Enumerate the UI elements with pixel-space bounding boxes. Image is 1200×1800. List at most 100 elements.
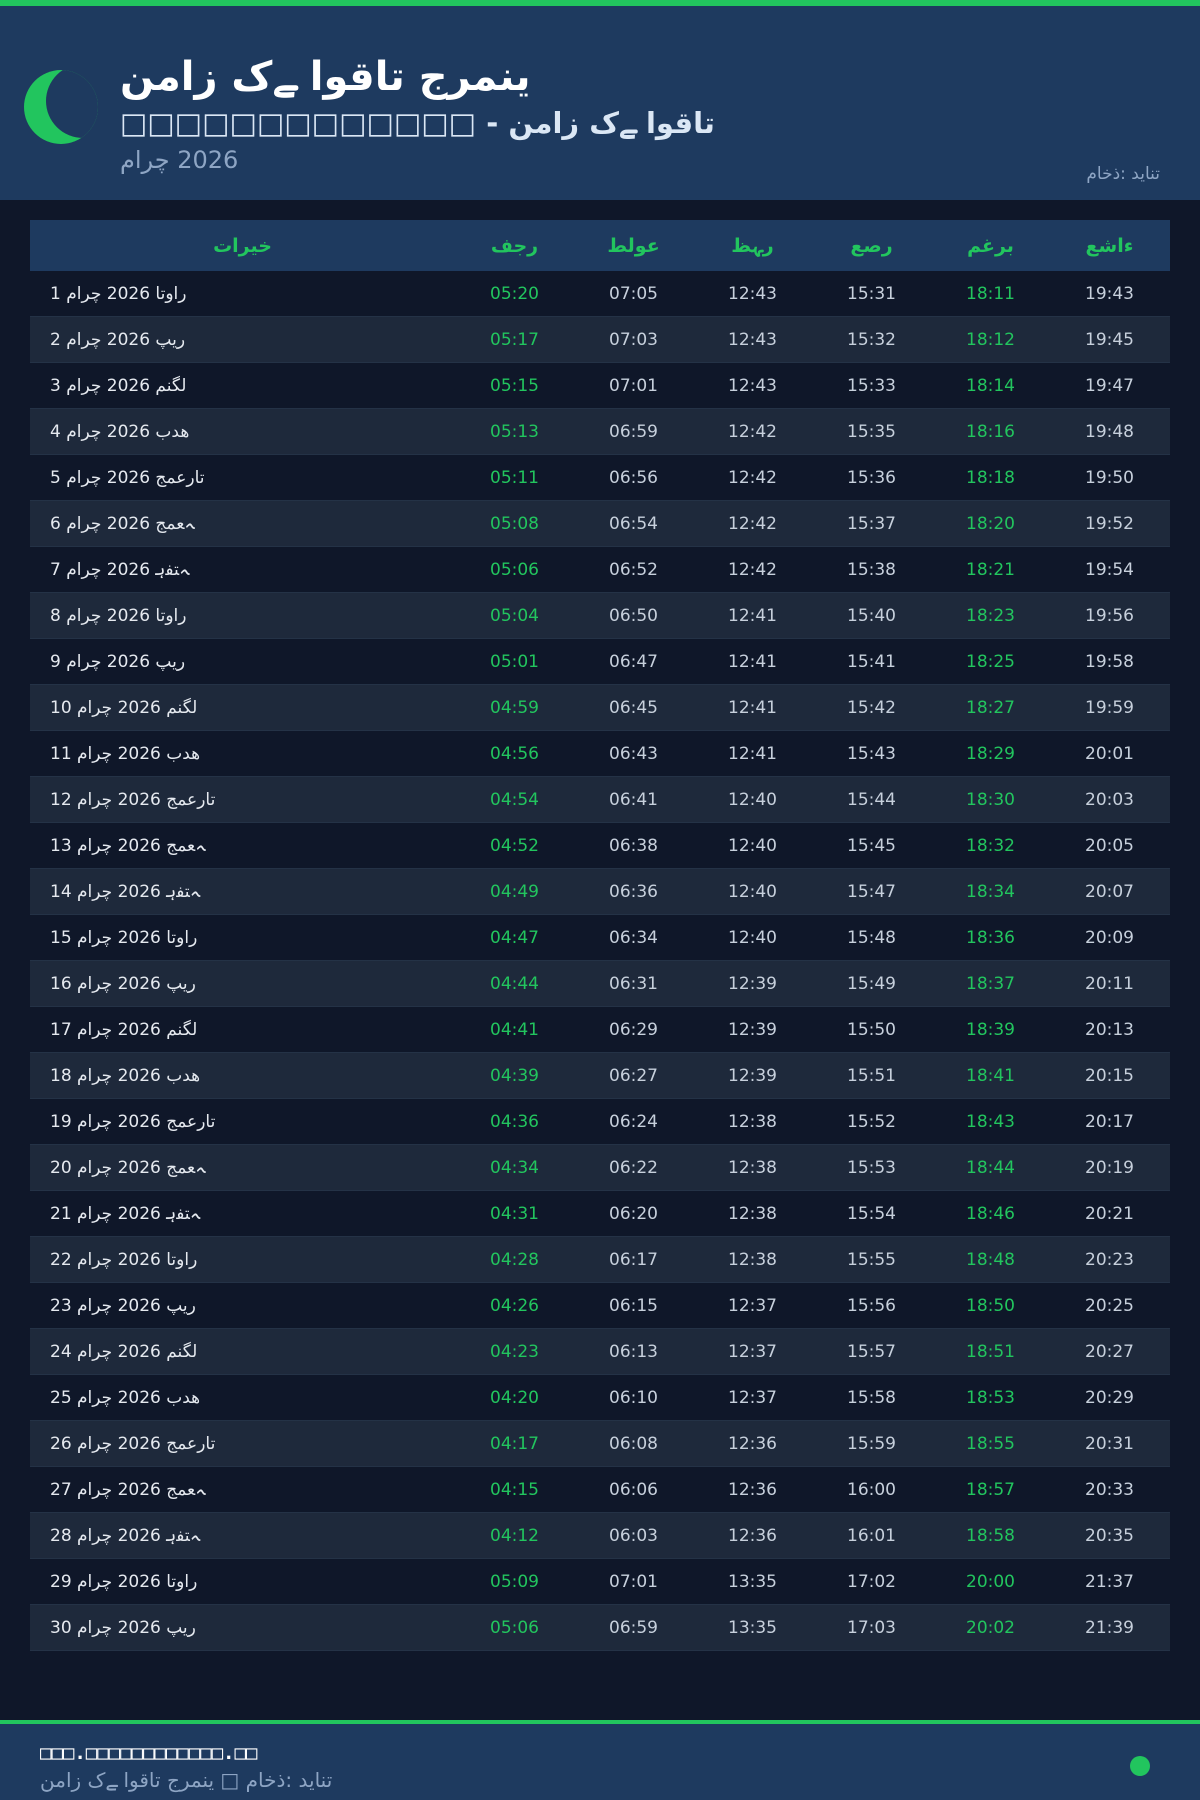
cell-sunrise: 06:50 — [609, 605, 658, 626]
cell-dhuhr: 12:39 — [728, 1019, 777, 1040]
cell-date: 30 مارچ 2026 پیر — [50, 1617, 196, 1638]
cell-maghrib: 18:58 — [966, 1525, 1015, 1546]
cell-fajr: 04:15 — [490, 1479, 539, 1500]
cell-maghrib: 18:27 — [966, 697, 1015, 718]
cell-fajr: 04:26 — [490, 1295, 539, 1316]
cell-isha: 20:01 — [1085, 743, 1134, 764]
cell-maghrib: 18:46 — [966, 1203, 1015, 1224]
cell-isha: 20:31 — [1085, 1433, 1134, 1454]
cell-maghrib: 18:23 — [966, 605, 1015, 626]
cell-asr: 15:41 — [847, 651, 896, 672]
table-row: 14 مارچ 2026 ہفتہ 04:49 06:36 12:40 15:47 18:… — [30, 869, 1170, 915]
cell-sunrise: 06:29 — [609, 1019, 658, 1040]
cell-asr: 15:56 — [847, 1295, 896, 1316]
cell-isha: 21:37 — [1085, 1571, 1134, 1592]
cell-sunrise: 07:05 — [609, 283, 658, 304]
cell-sunrise: 06:13 — [609, 1341, 658, 1362]
footer-website: □□□.□□□□□□□□□□□□.□□ — [40, 1742, 258, 1764]
cell-sunrise: 06:06 — [609, 1479, 658, 1500]
cell-dhuhr: 12:40 — [728, 927, 777, 948]
column-header-asr: عصر — [850, 234, 893, 257]
cell-date: 25 مارچ 2026 بدھ — [50, 1387, 201, 1408]
cell-isha: 20:29 — [1085, 1387, 1134, 1408]
cell-sunrise: 06:10 — [609, 1387, 658, 1408]
cell-dhuhr: 12:38 — [728, 1249, 777, 1270]
cell-maghrib: 18:29 — [966, 743, 1015, 764]
cell-dhuhr: 13:35 — [728, 1617, 777, 1638]
cell-maghrib: 18:51 — [966, 1341, 1015, 1362]
cell-asr: 15:55 — [847, 1249, 896, 1270]
table-row: 2 مارچ 2026 پیر 05:17 07:03 12:43 15:32 18:12… — [30, 317, 1170, 363]
table-row: 3 مارچ 2026 منگل 05:15 07:01 12:43 15:33 18:1… — [30, 363, 1170, 409]
cell-fajr: 04:34 — [490, 1157, 539, 1178]
table-row: 16 مارچ 2026 پیر 04:44 06:31 12:39 15:49 18:3… — [30, 961, 1170, 1007]
column-header-isha: عشاء — [1085, 234, 1134, 257]
cell-fajr: 05:13 — [490, 421, 539, 442]
cell-asr: 15:31 — [847, 283, 896, 304]
cell-date: 24 مارچ 2026 منگل — [50, 1341, 198, 1362]
cell-fajr: 04:49 — [490, 881, 539, 902]
cell-dhuhr: 12:39 — [728, 973, 777, 994]
cell-sunrise: 06:36 — [609, 881, 658, 902]
cell-maghrib: 18:36 — [966, 927, 1015, 948]
cell-dhuhr: 12:43 — [728, 329, 777, 350]
cell-sunrise: 06:34 — [609, 927, 658, 948]
cell-asr: 17:03 — [847, 1617, 896, 1638]
cell-date: 1 مارچ 2026 اتوار — [50, 283, 187, 304]
cell-dhuhr: 12:41 — [728, 605, 777, 626]
cell-maghrib: 18:25 — [966, 651, 1015, 672]
cell-fajr: 04:12 — [490, 1525, 539, 1546]
cell-asr: 15:44 — [847, 789, 896, 810]
cell-asr: 15:57 — [847, 1341, 896, 1362]
column-header-fajr: فجر — [490, 234, 539, 257]
cell-dhuhr: 12:39 — [728, 1065, 777, 1086]
cell-dhuhr: 12:41 — [728, 651, 777, 672]
cell-sunrise: 06:24 — [609, 1111, 658, 1132]
cell-sunrise: 06:17 — [609, 1249, 658, 1270]
source-label: ماخذ: دیانت — [1086, 164, 1160, 184]
cell-isha: 20:25 — [1085, 1295, 1134, 1316]
cell-asr: 15:40 — [847, 605, 896, 626]
cell-maghrib: 18:53 — [966, 1387, 1015, 1408]
cell-fajr: 05:09 — [490, 1571, 539, 1592]
cell-sunrise: 06:41 — [609, 789, 658, 810]
cell-sunrise: 06:03 — [609, 1525, 658, 1546]
cell-fajr: 05:04 — [490, 605, 539, 626]
cell-dhuhr: 12:41 — [728, 697, 777, 718]
cell-asr: 15:48 — [847, 927, 896, 948]
cell-sunrise: 06:59 — [609, 1617, 658, 1638]
table-row: 6 مارچ 2026 جمعہ 05:08 06:54 12:42 15:37 18:2… — [30, 501, 1170, 547]
table-body: 1 مارچ 2026 اتوار 05:20 07:05 12:43 15:31 18:… — [30, 271, 1170, 1651]
cell-date: 19 مارچ 2026 جمعرات — [50, 1111, 216, 1132]
cell-date: 17 مارچ 2026 منگل — [50, 1019, 198, 1040]
cell-isha: 20:03 — [1085, 789, 1134, 810]
cell-date: 15 مارچ 2026 اتوار — [50, 927, 198, 948]
cell-maghrib: 18:14 — [966, 375, 1015, 396]
cell-isha: 19:45 — [1085, 329, 1134, 350]
cell-maghrib: 18:44 — [966, 1157, 1015, 1178]
table-row: 23 مارچ 2026 پیر 04:26 06:15 12:37 15:56 18:5… — [30, 1283, 1170, 1329]
cell-asr: 15:54 — [847, 1203, 896, 1224]
cell-date: 2 مارچ 2026 پیر — [50, 329, 186, 350]
page-title: نماز کے اوقات جرمنی — [120, 54, 531, 100]
cell-dhuhr: 12:40 — [728, 789, 777, 810]
cell-maghrib: 18:39 — [966, 1019, 1015, 1040]
cell-asr: 16:00 — [847, 1479, 896, 1500]
cell-date: 4 مارچ 2026 بدھ — [50, 421, 190, 442]
cell-fajr: 04:54 — [490, 789, 539, 810]
table-row: 27 مارچ 2026 جمعہ 04:15 06:06 12:36 16:00 18:… — [30, 1467, 1170, 1513]
cell-maghrib: 18:12 — [966, 329, 1015, 350]
page-footer: □□□.□□□□□□□□□□□□.□□ نماز کے اوقات جرمنی … — [0, 1720, 1200, 1800]
cell-asr: 15:35 — [847, 421, 896, 442]
cell-date: 21 مارچ 2026 ہفتہ — [50, 1204, 200, 1224]
cell-dhuhr: 12:36 — [728, 1525, 777, 1546]
cell-isha: 20:09 — [1085, 927, 1134, 948]
cell-asr: 15:58 — [847, 1387, 896, 1408]
cell-dhuhr: 12:37 — [728, 1387, 777, 1408]
cell-fajr: 04:36 — [490, 1111, 539, 1132]
cell-sunrise: 06:54 — [609, 513, 658, 534]
cell-fajr: 05:08 — [490, 513, 539, 534]
cell-maghrib: 18:48 — [966, 1249, 1015, 1270]
cell-isha: 19:56 — [1085, 605, 1134, 626]
cell-date: 5 مارچ 2026 جمعرات — [50, 467, 205, 488]
